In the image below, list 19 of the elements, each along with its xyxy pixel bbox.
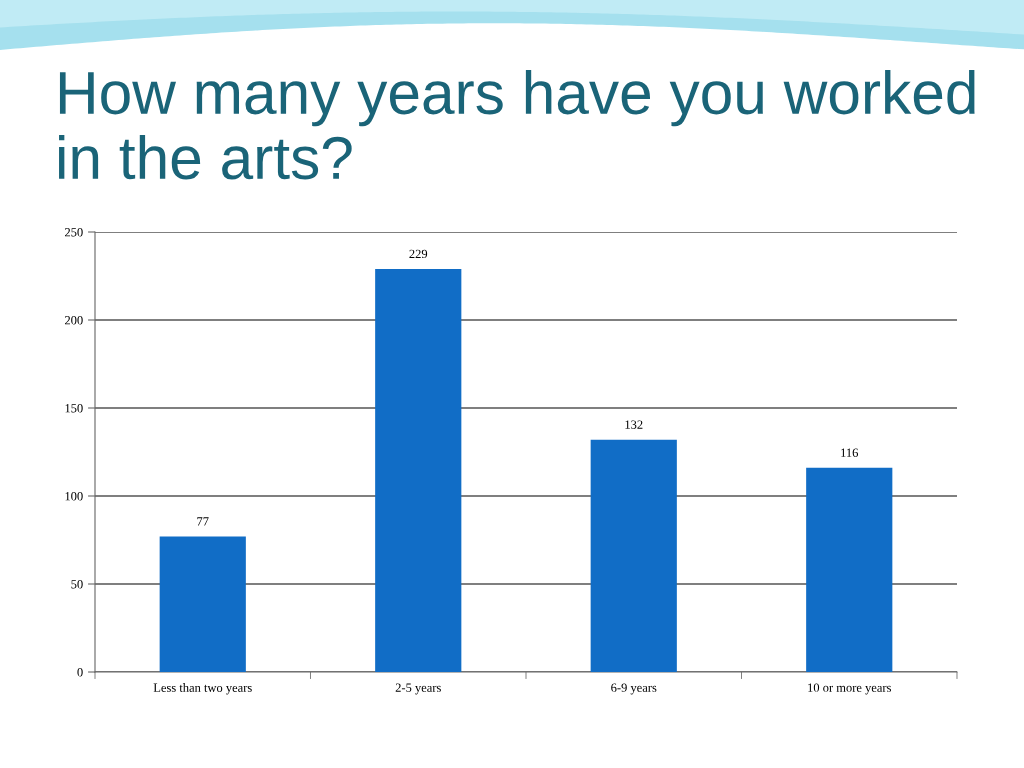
data-label: 77 bbox=[197, 517, 209, 526]
x-tick-label: Less than two years bbox=[153, 683, 252, 695]
y-tick-label: 250 bbox=[64, 228, 83, 237]
x-tick-label: 6-9 years bbox=[611, 683, 657, 695]
y-tick-label: 150 bbox=[65, 404, 83, 413]
bar bbox=[806, 467, 893, 672]
data-label: 116 bbox=[841, 448, 859, 457]
y-tick-label: 50 bbox=[71, 580, 83, 589]
data-label: 229 bbox=[409, 249, 428, 259]
x-tick-label: 10 or more years bbox=[808, 683, 891, 695]
y-tick-label: 100 bbox=[65, 492, 83, 501]
bar bbox=[590, 439, 677, 672]
y-tick-label: 0 bbox=[77, 668, 83, 677]
x-tick-label: 2-5 years bbox=[395, 683, 441, 695]
data-label: 132 bbox=[625, 420, 643, 429]
chart-title: How many years have you worked in the arts? bbox=[59, 70, 975, 180]
bar bbox=[375, 268, 462, 672]
y-tick-label: 200 bbox=[64, 316, 83, 325]
bar bbox=[159, 536, 246, 672]
